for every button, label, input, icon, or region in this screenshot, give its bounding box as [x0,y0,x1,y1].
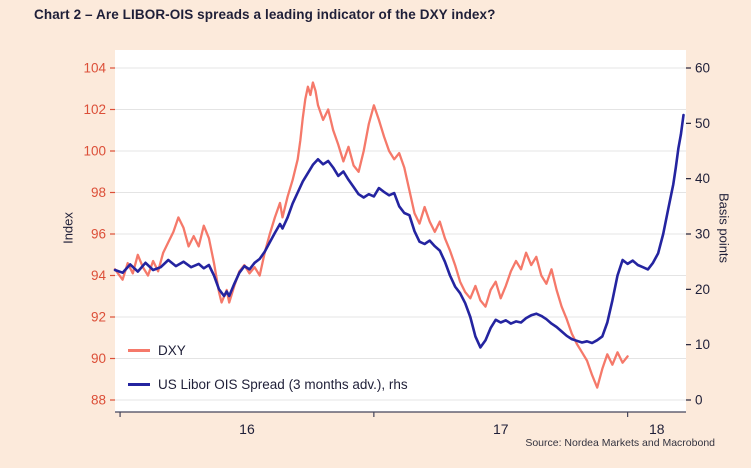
series-line-dxy [113,81,629,389]
legend-label-ois: US Libor OIS Spread (3 months adv.), rhs [158,376,408,392]
plot-area [115,50,686,412]
y-right-tick-label: 50 [695,116,710,131]
chart-title: Chart 2 – Are LIBOR-OIS spreads a leadin… [34,7,496,22]
y-right-axis-title: Basis points [716,192,732,264]
x-tick-label: 16 [239,421,255,437]
x-tick-label: 17 [493,421,509,437]
y-right-tick-label: 20 [695,282,710,297]
y-left-tick-label: 98 [91,185,106,200]
y-right-tick-label: 10 [695,337,710,352]
y-left-tick-label: 96 [91,227,106,242]
y-left-tick-label: 90 [91,351,106,366]
y-left-tick-label: 92 [91,310,106,325]
legend: DXY US Libor OIS Spread (3 months adv.),… [128,341,408,393]
y-left-tick-label: 102 [83,102,106,117]
y-right-tick-label: 40 [695,171,710,186]
y-left-tick-label: 88 [91,393,106,408]
legend-item-ois: US Libor OIS Spread (3 months adv.), rhs [128,375,408,393]
y-right-tick-label: 0 [695,393,703,408]
legend-item-dxy: DXY [128,341,408,359]
ois-line-swatch [128,382,150,386]
y-left-tick-label: 104 [83,61,106,76]
y-right-tick-label: 60 [695,61,710,76]
dxy-line-swatch [128,348,150,352]
y-right-tick-label: 30 [695,227,710,242]
source-note: Source: Nordea Markets and Macrobond [525,437,715,449]
series-line-ois [113,113,685,349]
y-left-tick-label: 94 [91,268,107,283]
y-left-axis-title: Index [60,212,76,244]
legend-label-dxy: DXY [158,342,186,358]
y-left-tick-label: 100 [83,144,106,159]
x-tick-label: 18 [649,421,665,437]
